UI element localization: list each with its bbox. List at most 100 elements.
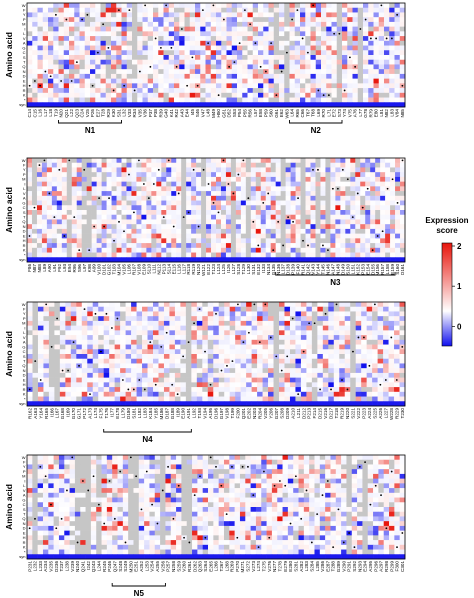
heatmap-cell [79, 26, 86, 32]
heatmap-cell [265, 238, 272, 244]
heatmap-cell [158, 311, 165, 317]
heatmap-cell [345, 228, 351, 234]
heatmap-cell [350, 162, 356, 168]
heatmap-cell [105, 17, 112, 23]
heatmap-cell [87, 302, 94, 308]
heatmap-cell [370, 181, 376, 187]
heatmap-cell [174, 354, 181, 360]
heatmap-cell [116, 97, 122, 103]
wildtype-dot [361, 206, 364, 209]
wildtype-dot [202, 168, 205, 171]
heatmap-cell [315, 257, 321, 263]
heatmap-cell [84, 36, 91, 42]
heatmap-cell [161, 224, 167, 230]
heatmap-cell [295, 368, 302, 374]
heatmap-cell [166, 167, 172, 173]
heatmap-cell [90, 78, 96, 84]
heatmap-cell [191, 391, 198, 397]
heatmap-cell [171, 191, 177, 197]
heatmap-cell [206, 195, 212, 201]
heatmap-cell [383, 302, 389, 308]
heatmap-cell [242, 12, 248, 18]
heatmap-cell [48, 31, 54, 37]
heatmap-cell [339, 311, 346, 317]
heatmap-cell [191, 219, 197, 225]
heatmap-cell [27, 238, 33, 244]
heatmap-cell [380, 219, 386, 225]
heatmap-cell [331, 73, 338, 79]
heatmap-cell [226, 78, 233, 84]
heatmap-cell [333, 377, 340, 383]
heatmap-cell [375, 176, 381, 182]
heatmap-cell [81, 176, 87, 182]
x-tick-label: N148 [335, 264, 340, 275]
heatmap-cell [37, 40, 44, 46]
heatmap-cell [56, 200, 63, 206]
heatmap-cell [342, 40, 348, 46]
heatmap-cell [366, 344, 373, 350]
heatmap-cell [220, 200, 227, 206]
heatmap-cell [41, 195, 48, 201]
heatmap-cell [46, 247, 53, 253]
heatmap-cell [218, 311, 225, 317]
heatmap-cell [275, 214, 281, 220]
heatmap-cell [100, 36, 107, 42]
heatmap-cell [258, 3, 264, 9]
heatmap-cell [210, 7, 217, 13]
domain-bracket: N3 [275, 272, 396, 287]
heatmap-cell [31, 200, 38, 206]
heatmap-cell [350, 377, 356, 383]
heatmap-cell [310, 73, 317, 79]
heatmap-cell [310, 36, 317, 42]
heatmap-cell [344, 330, 351, 336]
heatmap-cell [186, 191, 192, 197]
x-tick-label: T145 [321, 264, 326, 275]
row-tick-label: E [23, 233, 26, 238]
heatmap-cell [180, 358, 187, 364]
heatmap-cell [250, 224, 257, 230]
heatmap-cell [180, 372, 187, 378]
heatmap-cell [65, 335, 72, 341]
heatmap-cell [273, 78, 280, 84]
heatmap-cell [196, 377, 203, 383]
heatmap-cell [336, 97, 343, 103]
heatmap-cell [300, 363, 307, 369]
heatmap-cell [399, 3, 406, 9]
heatmap-cell [231, 3, 238, 9]
heatmap-cell [242, 26, 248, 32]
heatmap-cell [121, 176, 127, 182]
x-tick-label: L97 [82, 264, 87, 272]
heatmap-cell [385, 224, 391, 230]
heatmap-cell [325, 176, 331, 182]
x-tick-label: L71 [326, 109, 331, 117]
x-tick-label: G135 [271, 264, 276, 276]
heatmap-cell [229, 368, 236, 374]
x-tick-label: L22 [69, 109, 74, 117]
heatmap-cell [132, 17, 138, 23]
heatmap-cell [317, 302, 324, 308]
heatmap-cell [388, 349, 395, 355]
heatmap-cell [48, 306, 55, 312]
heatmap-cell [101, 200, 107, 206]
heatmap-cell [333, 382, 340, 388]
x-tick-label: R39 [158, 109, 163, 118]
heatmap-cell [125, 349, 132, 355]
heatmap-cell [153, 78, 159, 84]
x-tick-label: D149 [340, 264, 345, 275]
heatmap-cell [399, 78, 406, 84]
heatmap-cell [257, 372, 263, 378]
heatmap-cell [220, 214, 227, 220]
heatmap-cell [51, 243, 58, 249]
heatmap-cell [136, 228, 142, 234]
heatmap-cell [268, 50, 275, 56]
heatmap-cell [290, 162, 296, 168]
x-tick-label: T103 [112, 264, 117, 275]
heatmap-cell [126, 214, 132, 220]
heatmap-cell [385, 162, 391, 168]
heatmap-cell [258, 55, 264, 61]
heatmap-cell [125, 372, 132, 378]
heatmap-cell [161, 167, 167, 173]
heatmap-cell [357, 97, 364, 103]
heatmap-cell [37, 7, 44, 13]
wildtype-dot [292, 220, 294, 223]
